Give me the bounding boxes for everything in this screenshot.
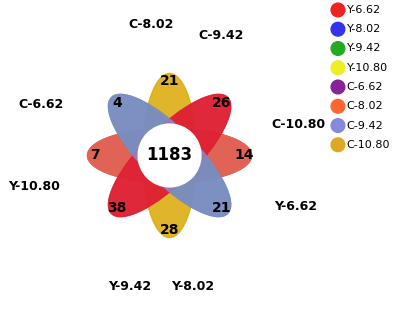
Text: 28: 28 (160, 223, 179, 237)
Ellipse shape (142, 73, 197, 238)
Text: 7: 7 (90, 148, 100, 163)
Text: C-9.42: C-9.42 (198, 29, 244, 42)
Text: Y-6.62: Y-6.62 (346, 5, 381, 15)
Circle shape (331, 80, 345, 94)
Circle shape (331, 138, 345, 152)
Text: 38: 38 (108, 201, 127, 215)
Text: 14: 14 (234, 148, 254, 163)
Text: Y-8.02: Y-8.02 (171, 280, 214, 293)
Ellipse shape (88, 128, 252, 183)
Text: C-6.62: C-6.62 (346, 82, 383, 92)
Ellipse shape (108, 95, 231, 216)
Circle shape (331, 22, 345, 36)
Text: C-8.02: C-8.02 (128, 18, 174, 31)
Text: 21: 21 (212, 201, 232, 215)
Circle shape (331, 100, 345, 113)
Text: C-9.42: C-9.42 (346, 121, 383, 131)
Text: C-10.80: C-10.80 (346, 140, 390, 150)
Ellipse shape (108, 95, 231, 216)
Circle shape (331, 61, 345, 75)
Circle shape (331, 3, 345, 17)
Text: 1183: 1183 (146, 146, 193, 165)
Ellipse shape (142, 73, 197, 238)
Text: C-6.62: C-6.62 (18, 98, 64, 111)
Text: Y-9.42: Y-9.42 (108, 280, 151, 293)
Text: 4: 4 (112, 96, 122, 110)
Text: Y-8.02: Y-8.02 (346, 24, 381, 34)
Text: Y-10.80: Y-10.80 (346, 63, 388, 73)
Ellipse shape (88, 128, 252, 183)
Text: C-8.02: C-8.02 (346, 101, 383, 111)
Text: Y-9.42: Y-9.42 (346, 44, 381, 53)
Ellipse shape (108, 95, 231, 216)
Circle shape (138, 124, 201, 187)
Circle shape (331, 119, 345, 132)
Text: 21: 21 (160, 74, 179, 88)
Ellipse shape (108, 95, 231, 216)
Circle shape (331, 42, 345, 55)
Text: Y-6.62: Y-6.62 (274, 200, 317, 213)
Text: 26: 26 (212, 96, 232, 110)
Text: Y-10.80: Y-10.80 (8, 180, 60, 193)
Text: C-10.80: C-10.80 (271, 118, 325, 131)
